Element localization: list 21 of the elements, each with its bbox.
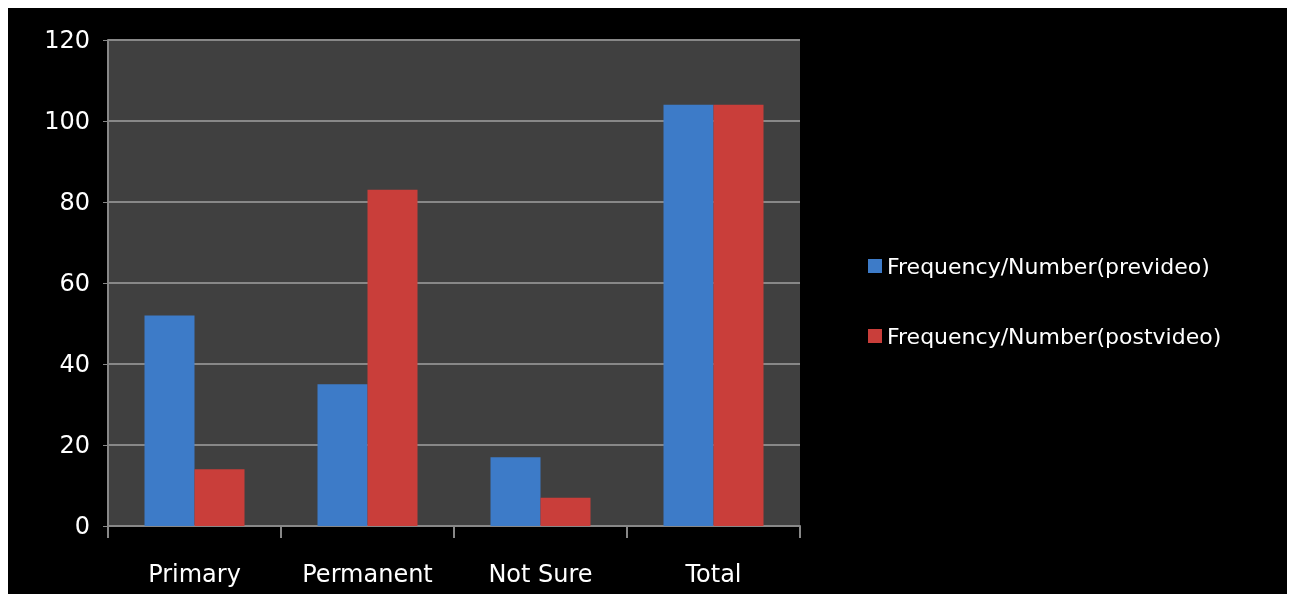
bar <box>713 104 764 526</box>
y-tick-label: 80 <box>59 188 90 216</box>
y-tick-label: 60 <box>59 269 90 297</box>
legend-label: Frequency/Number(postvideo) <box>887 323 1222 349</box>
y-tick-label: 40 <box>59 350 90 378</box>
bar <box>144 315 195 526</box>
y-tick-label: 0 <box>74 512 90 540</box>
bar <box>194 469 245 526</box>
x-tick-label: Not Sure <box>488 560 593 588</box>
bar <box>367 189 418 526</box>
bar <box>317 384 368 526</box>
x-tick-label: Primary <box>148 560 241 588</box>
x-tick-label: Total <box>684 560 742 588</box>
y-tick-label: 120 <box>44 26 90 54</box>
bar <box>663 104 714 526</box>
legend-label: Frequency/Number(prevideo) <box>887 253 1210 279</box>
y-tick-label: 20 <box>59 431 90 459</box>
bar <box>540 497 591 526</box>
y-tick-label: 100 <box>44 107 90 135</box>
bar <box>490 457 541 526</box>
x-tick-label: Permanent <box>302 560 433 588</box>
